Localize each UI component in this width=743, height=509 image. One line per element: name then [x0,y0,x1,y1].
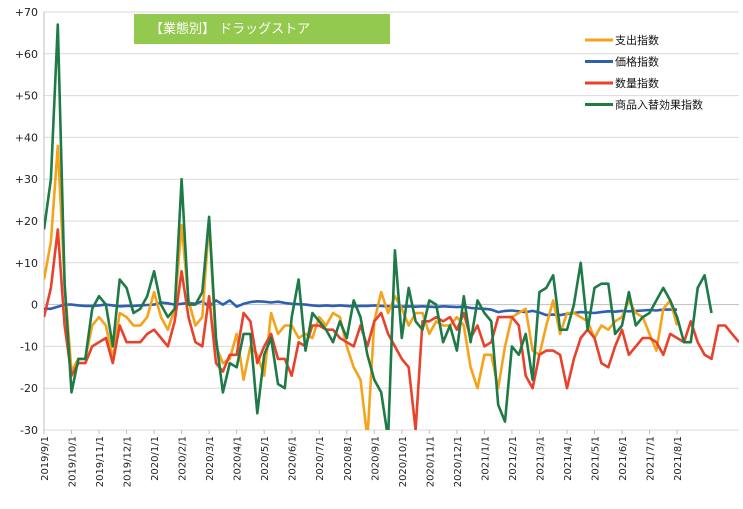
grid-lines [44,11,739,431]
x-tick-label: 2020/4/1 [233,436,244,481]
y-tick-label: +30 [15,173,38,186]
series-line-1 [44,299,678,317]
x-tick-label: 2020/1/1 [150,436,161,481]
x-tick-label: 2021/1/1 [480,436,491,481]
y-tick-label: 0 [31,299,38,312]
y-tick-label: -10 [20,340,38,353]
series-line-3 [44,23,713,430]
y-tick-label: +60 [15,48,38,61]
y-tick-label: +10 [15,257,38,270]
chart-title: 【業態別】 ドラッグストア [134,14,390,44]
legend-label: 価格指数 [615,55,659,69]
x-tick-label: 2020/5/1 [260,436,271,481]
series-lines [44,23,739,430]
x-tick-label: 2021/8/1 [673,436,684,481]
x-tick-label: 2021/2/1 [508,436,519,481]
x-tick-label: 2020/6/1 [288,436,299,481]
y-tick-label: +50 [15,90,38,103]
y-tick-label: +20 [15,215,38,228]
y-tick-label: +70 [15,6,38,19]
legend-label: 数量指数 [615,76,659,90]
x-tick-label: 2021/6/1 [618,436,629,481]
x-tick-label: 2021/4/1 [563,436,574,481]
legend-label: 支出指数 [615,33,659,47]
chart-title-text: 【業態別】 ドラッグストア [150,21,310,37]
y-tick-label: -30 [20,424,38,437]
x-tick-label: 2020/8/1 [343,436,354,481]
x-tick-label: 2021/3/1 [535,436,546,481]
x-tick-label: 2020/7/1 [315,436,326,481]
legend-label: 商品入替効果指数 [615,98,703,112]
chart-title-background [134,14,390,44]
x-tick-label: 2019/10/1 [68,436,79,487]
x-tick-label: 2019/9/1 [40,436,51,481]
x-tick-label: 2019/12/1 [123,436,134,487]
x-tick-label: 2019/11/1 [95,436,106,487]
y-axis-ticks: -30 -20 -10 0 +10 +20 +30 +40 +50 +60 +70 [15,6,38,437]
y-tick-label: -20 [20,382,38,395]
x-tick-label: 2020/12/1 [453,436,464,487]
series-line-0 [44,144,679,430]
y-tick-label: +40 [15,131,38,144]
x-tick-label: 2021/7/1 [646,436,657,481]
x-tick-label: 2020/3/1 [205,436,216,481]
x-axis-ticks: 2019/9/1 2019/10/1 2019/11/1 2019/12/1 2020/… [40,430,684,487]
x-tick-label: 2020/10/1 [398,436,409,487]
x-tick-label: 2020/2/1 [178,436,189,481]
x-tick-label: 2020/11/1 [425,436,436,487]
x-tick-label: 2021/5/1 [590,436,601,481]
x-tick-label: 2020/9/1 [370,436,381,481]
